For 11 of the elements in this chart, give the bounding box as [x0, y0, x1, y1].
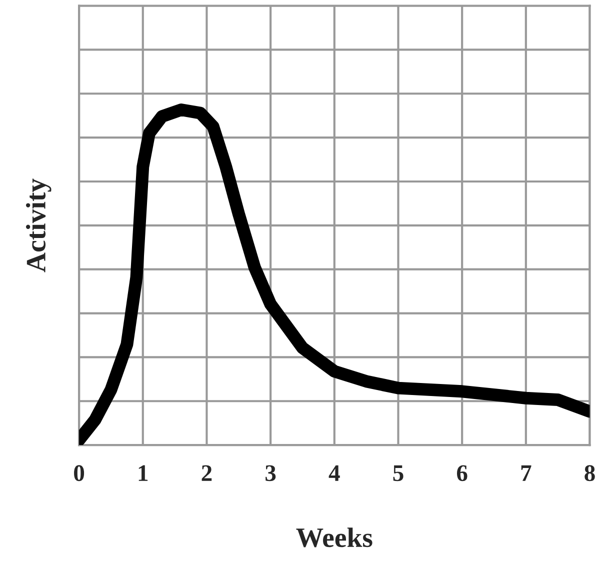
x-tick-label: 0 — [74, 465, 84, 482]
x-tick-label: 1 — [138, 465, 148, 481]
x-tick-label: 5 — [393, 465, 404, 482]
x-tick-label: 6 — [456, 465, 468, 482]
y-axis-title: Activity — [26, 178, 52, 272]
x-axis-title: Weeks — [296, 528, 372, 548]
x-tick-label: 2 — [202, 465, 212, 481]
x-tick-label: 8 — [584, 465, 595, 482]
x-tick-label: 3 — [266, 465, 276, 482]
x-tick-label: 4 — [328, 465, 340, 481]
x-tick-label: 7 — [521, 465, 532, 481]
